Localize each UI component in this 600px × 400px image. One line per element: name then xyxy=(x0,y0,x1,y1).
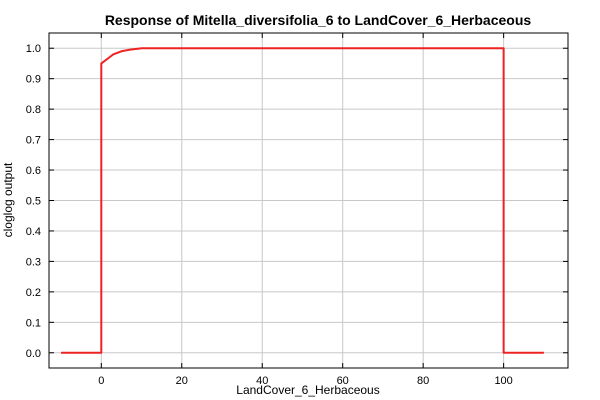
ticks: 0 20 40 60 80 100 0.0 0.1 0.2 0.3 0.4 0.5 0.6 0.7 0.8 0… xyxy=(26,33,568,387)
x-axis-label: LandCover_6_Herbaceous xyxy=(236,383,379,397)
response-curve xyxy=(61,47,544,354)
y-tick-label: 0.0 xyxy=(26,348,41,360)
x-tick-label: 0 xyxy=(98,375,104,387)
series-layer xyxy=(61,47,544,354)
y-tick-label: 0.1 xyxy=(26,317,41,329)
y-tick-label: 0.7 xyxy=(26,135,41,147)
y-axis-label: cloglog output xyxy=(1,162,15,237)
y-tick-label: 0.4 xyxy=(26,226,41,238)
y-tick-label: 0.3 xyxy=(26,256,41,268)
x-tick-label: 80 xyxy=(417,375,429,387)
grid-lines xyxy=(49,33,568,368)
y-tick-label: 0.8 xyxy=(26,104,41,116)
y-tick-label: 0.2 xyxy=(26,287,41,299)
y-tick-label: 1.0 xyxy=(26,43,41,55)
x-tick-label: 20 xyxy=(176,375,188,387)
x-tick-label: 60 xyxy=(337,375,349,387)
chart-title: Response of Mitella_diversifolia_6 to La… xyxy=(105,12,532,28)
y-tick-label: 0.5 xyxy=(26,196,41,208)
y-tick-label: 0.6 xyxy=(26,165,41,177)
y-tick-label: 0.9 xyxy=(26,74,41,86)
x-tick-label: 40 xyxy=(256,375,268,387)
x-tick-label: 100 xyxy=(494,375,512,387)
